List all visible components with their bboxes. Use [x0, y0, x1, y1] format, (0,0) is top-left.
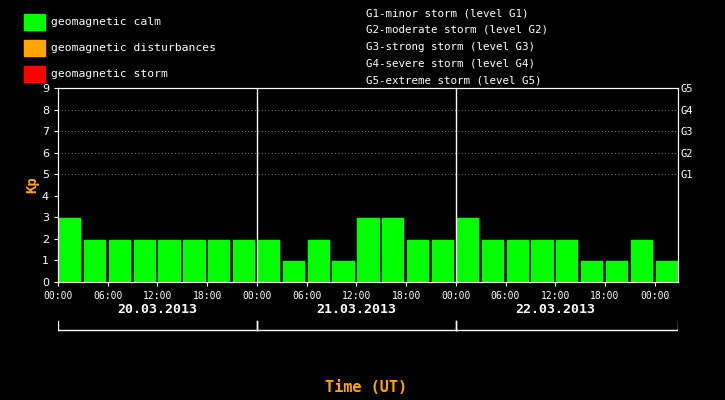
Bar — [505, 239, 529, 282]
Bar — [381, 217, 405, 282]
Bar — [83, 239, 106, 282]
Bar — [481, 239, 504, 282]
Text: geomagnetic storm: geomagnetic storm — [51, 69, 168, 78]
Bar — [456, 217, 479, 282]
Bar — [431, 239, 454, 282]
Bar — [24, 40, 45, 56]
Bar — [282, 260, 305, 282]
Text: G5-extreme storm (level G5): G5-extreme storm (level G5) — [366, 75, 542, 85]
Bar — [257, 239, 280, 282]
Bar — [555, 239, 579, 282]
Text: geomagnetic calm: geomagnetic calm — [51, 17, 161, 27]
Bar — [605, 260, 628, 282]
Bar — [307, 239, 330, 282]
Text: 20.03.2013: 20.03.2013 — [117, 303, 197, 316]
Bar — [406, 239, 429, 282]
Bar — [580, 260, 603, 282]
Text: 22.03.2013: 22.03.2013 — [515, 303, 595, 316]
Bar — [630, 239, 653, 282]
Bar — [655, 260, 678, 282]
Text: geomagnetic disturbances: geomagnetic disturbances — [51, 43, 216, 53]
Bar — [24, 66, 45, 82]
Bar — [232, 239, 255, 282]
Bar — [24, 14, 45, 30]
Bar — [356, 217, 380, 282]
Text: 21.03.2013: 21.03.2013 — [316, 303, 397, 316]
Y-axis label: Kp: Kp — [25, 177, 39, 193]
Text: G3-strong storm (level G3): G3-strong storm (level G3) — [366, 42, 535, 52]
Bar — [207, 239, 231, 282]
Bar — [331, 260, 355, 282]
Bar — [531, 239, 554, 282]
Text: Time (UT): Time (UT) — [325, 380, 407, 395]
Bar — [182, 239, 205, 282]
Bar — [133, 239, 156, 282]
Bar — [58, 217, 81, 282]
Bar — [157, 239, 181, 282]
Text: G4-severe storm (level G4): G4-severe storm (level G4) — [366, 58, 535, 68]
Bar — [108, 239, 131, 282]
Text: G1-minor storm (level G1): G1-minor storm (level G1) — [366, 8, 529, 18]
Text: G2-moderate storm (level G2): G2-moderate storm (level G2) — [366, 25, 548, 35]
